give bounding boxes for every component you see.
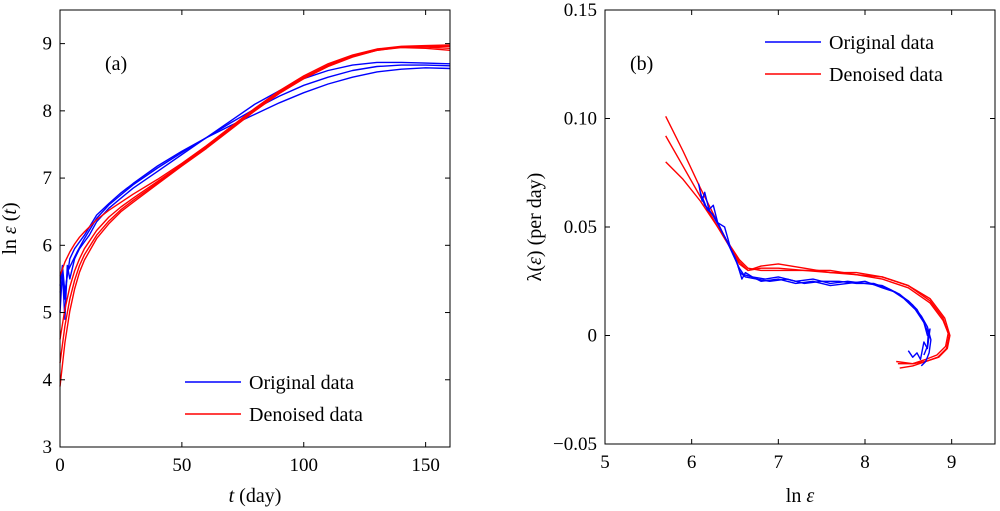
series-line-original-2	[59, 64, 451, 300]
x-tick-label: 8	[860, 452, 870, 473]
panel-label: (b)	[630, 53, 653, 75]
legend-original-label: Original data	[829, 32, 934, 54]
x-tick-label: 0	[55, 455, 65, 476]
x-tick-label: 100	[290, 455, 319, 476]
series-line-denoised-4	[59, 44, 451, 276]
y-tick-label: 6	[43, 235, 53, 256]
y-tick-label: 8	[43, 101, 53, 122]
y-tick-label: 3	[43, 437, 53, 458]
series-line-denoised-2	[665, 135, 949, 365]
series-line-original-6	[701, 196, 929, 356]
y-tick-label: 0.05	[564, 217, 597, 238]
y-tick-label: 0.15	[564, 0, 597, 21]
y-tick-label: 9	[43, 34, 53, 55]
series-line-denoised-5	[59, 46, 451, 340]
y-tick-label: 0	[588, 326, 598, 347]
x-tick-label: 150	[411, 455, 440, 476]
y-tick-label: 7	[43, 168, 53, 189]
x-tick-label: 50	[172, 455, 191, 476]
legend-denoised-label: Denoised data	[249, 404, 363, 426]
y-axis-label: λ(ε) (per day)	[524, 173, 546, 282]
series-line-original-1	[59, 61, 451, 320]
x-tick-label: 7	[774, 452, 784, 473]
series-line-original-5	[699, 192, 932, 367]
y-tick-label: 0.10	[564, 109, 597, 130]
legend-original-label: Original data	[249, 372, 354, 394]
plot-frame	[59, 9, 451, 448]
legend: Original data Denoised data	[765, 32, 943, 86]
y-tick-label: −0.05	[553, 434, 597, 455]
x-tick-label: 5	[600, 452, 610, 473]
chart-panel-a: 0 50 100 150 3 4 5 6 7 8 9 (a) t (day) ln ε (t) Origin…	[0, 9, 451, 507]
x-tick-label: 6	[687, 452, 697, 473]
x-axis-label: t (day)	[229, 485, 282, 507]
series-line-original-3	[59, 67, 451, 294]
series-line-denoised-6	[59, 46, 451, 364]
legend: Original data Denoised data	[185, 372, 363, 426]
y-tick-label: 4	[43, 370, 53, 391]
y-tick-label: 5	[43, 303, 53, 324]
y-axis-label: ln ε (t)	[0, 202, 21, 254]
chart-panel-b: 5 6 7 8 9 −0.05 0 0.05 0.10 0.15 (b) ln ε λ(ε) (per …	[524, 0, 996, 507]
legend-denoised-label: Denoised data	[829, 64, 943, 86]
panel-label: (a)	[105, 53, 127, 75]
series-line-denoised-3	[665, 161, 950, 365]
series-line-denoised-1	[665, 115, 951, 369]
x-axis-label: ln ε	[786, 485, 815, 507]
x-tick-label: 9	[947, 452, 957, 473]
series-line-denoised-7	[59, 45, 450, 387]
